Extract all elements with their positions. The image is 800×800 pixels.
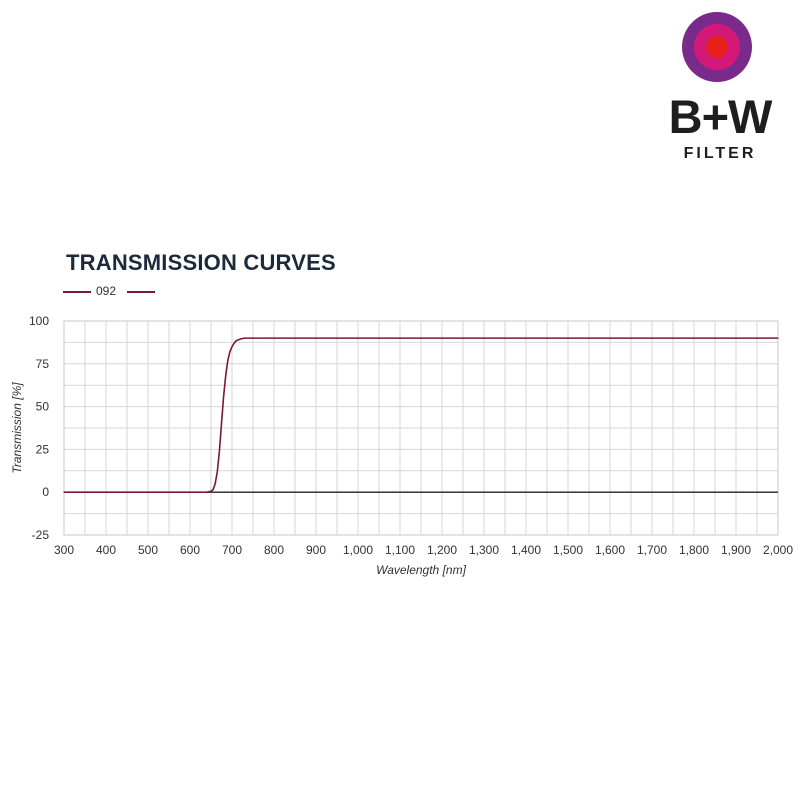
- series-point: [231, 346, 233, 348]
- series-point: [229, 351, 231, 353]
- series-point: [525, 337, 527, 339]
- series-point: [693, 337, 695, 339]
- series-point: [227, 359, 229, 361]
- series-point: [235, 340, 237, 342]
- legend-line-left: [63, 291, 91, 293]
- series-point: [210, 490, 212, 492]
- plot-frame: [63, 320, 779, 536]
- x-tick-label: 700: [222, 543, 242, 557]
- series-point: [441, 337, 443, 339]
- brand-subtitle: FILTER: [683, 145, 757, 162]
- y-axis-label: Transmission [%]: [10, 382, 24, 474]
- x-tick-label: 1,600: [595, 543, 625, 557]
- x-tick-label: 500: [138, 543, 158, 557]
- series-point: [399, 337, 401, 339]
- x-tick-label: 1,200: [427, 543, 457, 557]
- series-point: [777, 337, 779, 339]
- brand-name: B+W: [668, 90, 773, 143]
- logo-circles-icon: [682, 12, 752, 82]
- x-tick-label: 900: [306, 543, 326, 557]
- x-tick-label: 300: [54, 543, 74, 557]
- series-point: [147, 491, 149, 493]
- legend-line-right: [127, 291, 155, 293]
- y-tick-label: -25: [32, 528, 50, 542]
- x-tick-label: 1,800: [679, 543, 709, 557]
- x-tick-label: 1,500: [553, 543, 583, 557]
- series-point: [206, 491, 208, 493]
- series-point: [189, 491, 191, 493]
- series-point: [218, 450, 220, 452]
- chart-title: TRANSMISSION CURVES: [66, 250, 336, 275]
- series-point: [239, 338, 241, 340]
- x-tick-label: 800: [264, 543, 284, 557]
- series-point: [216, 471, 218, 473]
- series-point: [248, 337, 250, 339]
- series-point: [233, 342, 235, 344]
- y-tick-label: 50: [36, 400, 50, 414]
- series-point: [212, 489, 214, 491]
- x-tick-label: 600: [180, 543, 200, 557]
- series-point: [483, 337, 485, 339]
- y-tick-label: 100: [29, 314, 49, 328]
- series-point: [609, 337, 611, 339]
- series-point: [225, 375, 227, 377]
- series-point: [273, 337, 275, 339]
- series-point: [315, 337, 317, 339]
- series-point: [252, 337, 254, 339]
- brand-logo: B+W FILTER: [655, 10, 785, 162]
- series-point: [651, 337, 653, 339]
- series-point: [105, 491, 107, 493]
- x-tick-label: 1,400: [511, 543, 541, 557]
- series-point: [256, 337, 258, 339]
- x-tick-label: 1,900: [721, 543, 751, 557]
- series-point: [244, 337, 246, 339]
- series-point: [220, 423, 223, 425]
- series-point: [567, 337, 569, 339]
- x-tick-label: 1,100: [385, 543, 415, 557]
- y-tick-label: 0: [42, 485, 49, 499]
- x-tick-label: 1,300: [469, 543, 499, 557]
- series-point: [357, 337, 359, 339]
- x-tick-label: 1,700: [637, 543, 667, 557]
- series-point: [735, 337, 737, 339]
- x-tick-label: 400: [96, 543, 116, 557]
- logo-inner-circle: [706, 36, 728, 58]
- legend-label: 092: [96, 284, 117, 298]
- x-axis-label: Wavelength [nm]: [376, 563, 466, 577]
- x-tick-label: 2,000: [763, 543, 793, 557]
- series-point: [223, 395, 225, 397]
- y-tick-label: 25: [36, 442, 50, 456]
- y-tick-label: 75: [36, 357, 50, 371]
- series-point: [214, 483, 216, 485]
- x-tick-label: 1,000: [343, 543, 373, 557]
- series-point: [63, 491, 65, 493]
